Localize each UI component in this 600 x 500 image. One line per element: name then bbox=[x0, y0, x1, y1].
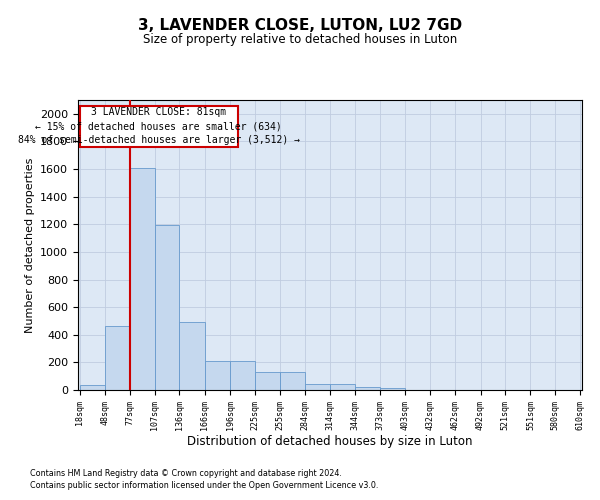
Bar bbox=[380, 388, 405, 390]
Text: 84% of semi-detached houses are larger (3,512) →: 84% of semi-detached houses are larger (… bbox=[18, 135, 300, 145]
Bar bbox=[80, 385, 105, 390]
Text: 3 LAVENDER CLOSE: 81sqm: 3 LAVENDER CLOSE: 81sqm bbox=[91, 108, 226, 118]
Bar bbox=[179, 322, 205, 390]
Bar bbox=[355, 386, 380, 390]
Bar bbox=[330, 384, 355, 390]
Bar bbox=[155, 225, 179, 390]
Text: Contains public sector information licensed under the Open Government Licence v3: Contains public sector information licen… bbox=[30, 481, 379, 490]
Bar bbox=[230, 361, 255, 390]
Bar bbox=[105, 326, 130, 390]
Text: 3, LAVENDER CLOSE, LUTON, LU2 7GD: 3, LAVENDER CLOSE, LUTON, LU2 7GD bbox=[138, 18, 462, 32]
Text: Size of property relative to detached houses in Luton: Size of property relative to detached ho… bbox=[143, 32, 457, 46]
Text: Contains HM Land Registry data © Crown copyright and database right 2024.: Contains HM Land Registry data © Crown c… bbox=[30, 468, 342, 477]
Text: ← 15% of detached houses are smaller (634): ← 15% of detached houses are smaller (63… bbox=[35, 121, 282, 131]
Bar bbox=[305, 384, 330, 390]
Y-axis label: Number of detached properties: Number of detached properties bbox=[25, 158, 35, 332]
Bar bbox=[255, 372, 280, 390]
Bar bbox=[205, 361, 230, 390]
Bar bbox=[80, 106, 238, 147]
Bar bbox=[280, 372, 305, 390]
X-axis label: Distribution of detached houses by size in Luton: Distribution of detached houses by size … bbox=[187, 436, 473, 448]
Bar bbox=[130, 168, 155, 390]
